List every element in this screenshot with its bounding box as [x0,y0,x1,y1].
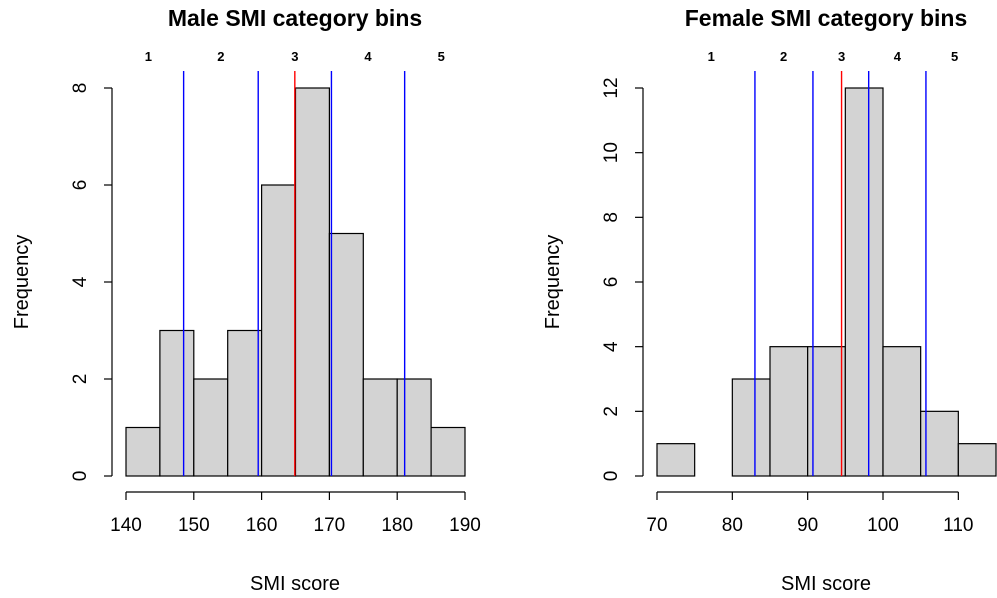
category-bin-label: 4 [364,49,372,64]
x-axis-title: SMI score [250,573,340,595]
x-tick-label: 140 [110,515,142,536]
chart-title: Female SMI category bins [685,5,967,31]
category-bin-label: 5 [438,49,445,64]
histogram-bar [769,346,809,477]
x-tick-label: 100 [867,515,899,536]
x-tick-label: 150 [178,515,210,536]
histogram-bar [882,346,922,477]
category-bin-label: 3 [291,49,298,64]
y-tick-label: 4 [601,341,622,352]
x-tick-label: 170 [314,515,346,536]
histogram-bar [261,184,297,477]
histogram-bar [159,329,195,477]
x-tick-label: 190 [449,515,481,536]
histogram-bar [844,87,884,477]
chart-title: Male SMI category bins [168,5,422,31]
histogram-bar [731,378,771,477]
x-tick-label: 160 [246,515,278,536]
x-tick-label: 80 [722,515,743,536]
histogram-bar [430,426,466,477]
y-tick-label: 10 [601,142,622,163]
category-bin-label: 5 [951,49,958,64]
y-tick-label: 6 [70,180,91,191]
category-bin-label: 1 [708,49,715,64]
y-axis-title: Frequency [542,235,564,330]
histogram-bar [328,232,364,477]
y-tick-label: 6 [601,277,622,288]
y-tick-label: 0 [70,471,91,482]
histogram-bar [125,426,161,477]
y-tick-label: 0 [601,471,622,482]
category-bin-label: 2 [780,49,787,64]
y-tick-label: 2 [70,374,91,385]
y-tick-label: 12 [601,77,622,98]
histogram-bar [193,378,229,477]
category-bin-label: 3 [838,49,845,64]
category-bin-label: 4 [894,49,902,64]
y-tick-label: 8 [601,212,622,223]
y-tick-label: 2 [601,406,622,417]
category-bin-label: 1 [145,49,152,64]
y-tick-label: 8 [70,83,91,94]
histogram-bar [957,443,997,477]
male-histogram-panel: Male SMI category bins 1 2 3 4 5 140 150 160 170 1… [11,5,481,595]
category-bin-label: 2 [217,49,224,64]
x-tick-label: 90 [797,515,818,536]
x-tick-label: 110 [943,515,973,536]
histogram-bar [396,378,432,477]
histogram-bar [920,410,959,477]
x-tick-label: 70 [646,515,667,536]
histogram-bar [227,329,263,477]
x-tick-label: 180 [381,515,413,536]
x-axis-title: SMI score [781,573,871,595]
histogram-bar [362,378,398,477]
y-axis-title: Frequency [11,235,33,330]
y-tick-label: 4 [70,276,91,287]
histogram-bar [656,443,696,477]
histogram-bar [294,87,331,477]
